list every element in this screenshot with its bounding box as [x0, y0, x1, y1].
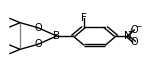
Text: O: O	[34, 39, 42, 49]
Text: O: O	[34, 23, 42, 33]
Text: +: +	[128, 27, 134, 36]
Text: O: O	[131, 37, 138, 47]
Text: F: F	[81, 13, 87, 23]
Text: O: O	[131, 25, 138, 35]
Text: B: B	[53, 31, 60, 41]
Text: −: −	[135, 22, 141, 32]
Text: N: N	[124, 31, 131, 41]
